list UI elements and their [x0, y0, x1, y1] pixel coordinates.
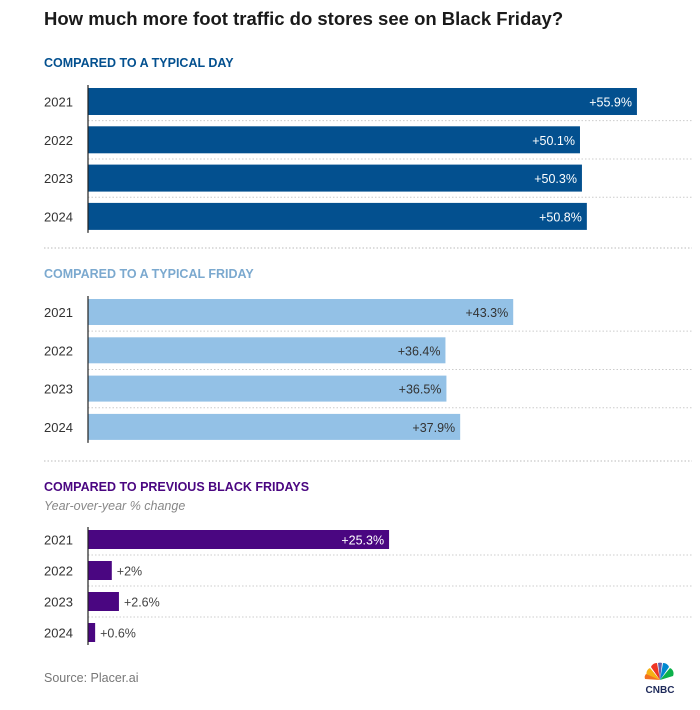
category-label: 2021 [44, 95, 73, 110]
data-label: +36.4% [398, 344, 441, 358]
chart-title: How much more foot traffic do stores see… [44, 8, 564, 29]
data-label: +50.1% [532, 134, 575, 148]
bar-2024 [88, 623, 96, 642]
data-label: +55.9% [589, 96, 632, 110]
category-label: 2022 [44, 564, 73, 579]
section-title: COMPARED TO A TYPICAL FRIDAY [44, 267, 254, 281]
category-label: 2024 [44, 420, 73, 435]
data-label: +37.9% [412, 421, 455, 435]
bar-2021 [88, 299, 514, 325]
category-label: 2021 [44, 305, 73, 320]
section-title: COMPARED TO PREVIOUS BLACK FRIDAYS [44, 480, 309, 494]
data-label: +0.6% [100, 627, 136, 641]
bar-2022 [88, 561, 112, 580]
bar-2023 [88, 375, 447, 402]
bar-2024 [88, 202, 587, 230]
source-note: Source: Placer.ai [44, 671, 139, 685]
section-title: COMPARED TO A TYPICAL DAY [44, 56, 234, 70]
data-label: +2.6% [124, 596, 160, 610]
data-label: +43.3% [465, 306, 508, 320]
data-label: +25.3% [341, 534, 384, 548]
category-label: 2022 [44, 343, 73, 358]
category-label: 2021 [44, 533, 73, 548]
bar-2024 [88, 413, 461, 440]
category-label: 2024 [44, 209, 73, 224]
category-label: 2022 [44, 133, 73, 148]
section-subtitle: Year-over-year % change [44, 499, 185, 513]
bar-2022 [88, 126, 580, 154]
bar-2023 [88, 164, 582, 192]
category-label: 2024 [44, 626, 73, 641]
category-label: 2023 [44, 171, 73, 186]
svg-text:CNBC: CNBC [646, 685, 675, 696]
data-label: +50.3% [534, 172, 577, 186]
bar-2021 [88, 530, 390, 549]
data-label: +36.5% [399, 383, 442, 397]
cnbc-peacock-logo: CNBC [644, 662, 675, 696]
category-label: 2023 [44, 595, 73, 610]
bar-2022 [88, 337, 446, 364]
data-label: +50.8% [539, 210, 582, 224]
bar-2023 [88, 592, 119, 611]
bar-2021 [88, 88, 637, 115]
category-label: 2023 [44, 382, 73, 397]
data-label: +2% [117, 565, 142, 579]
